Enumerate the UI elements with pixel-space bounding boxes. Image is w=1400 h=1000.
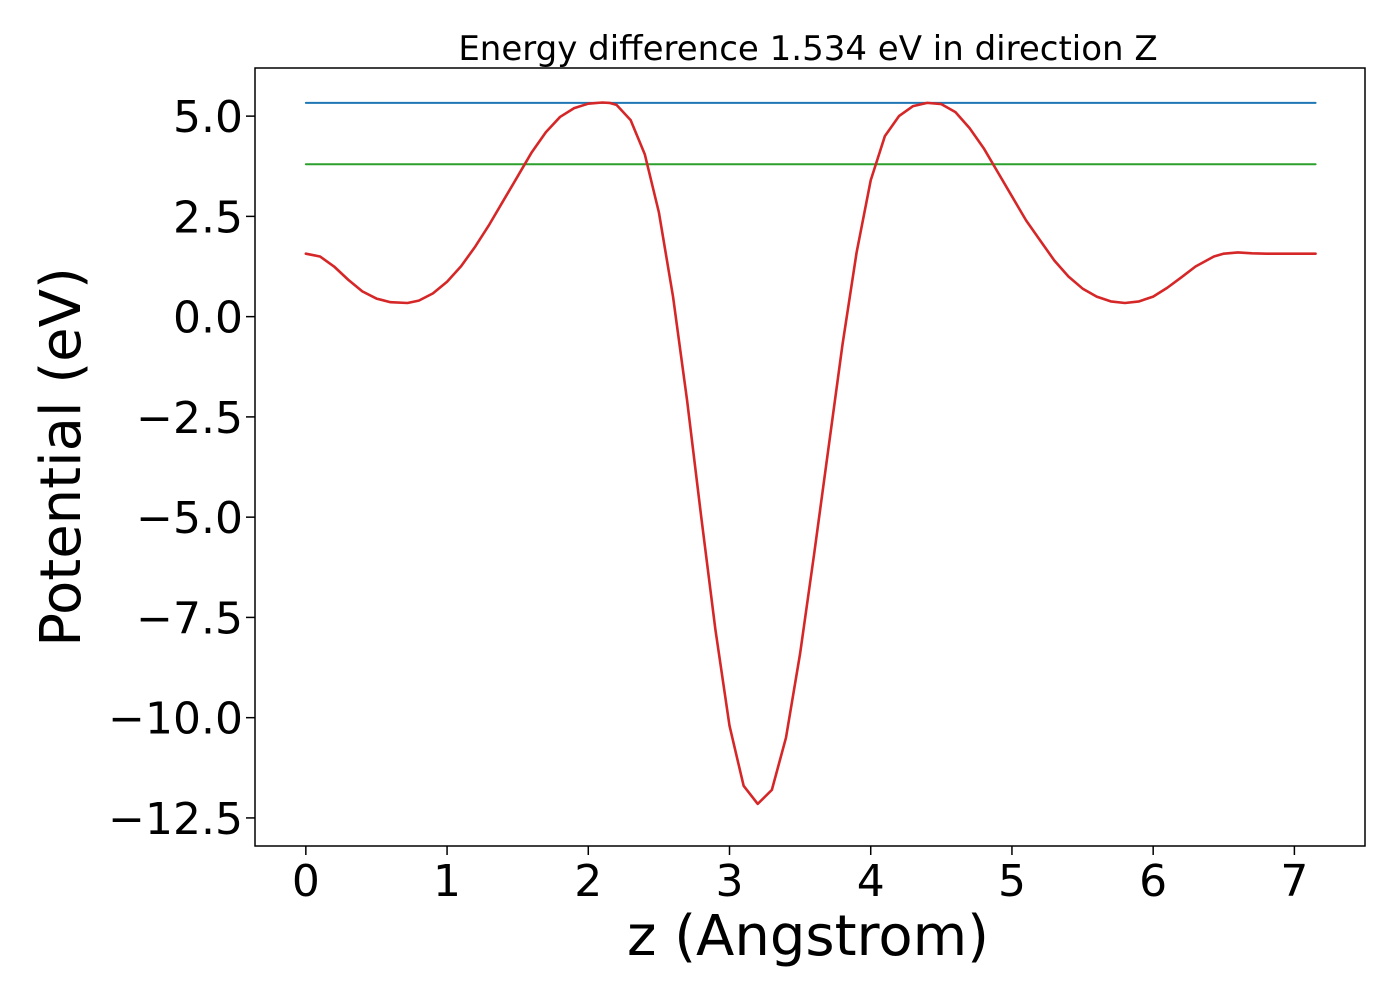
y-tick-label: −5.0 [136, 493, 243, 544]
x-tick-label: 1 [433, 856, 461, 907]
series-layer [304, 101, 1317, 806]
y-axis-label: Potential (eV) [29, 267, 94, 647]
y-tick-label: −2.5 [136, 393, 243, 444]
y-tick-label: −10.0 [108, 694, 243, 745]
x-tick-label: 4 [857, 856, 885, 907]
x-tick-label: 6 [1139, 856, 1167, 907]
y-axis-ticks: 5.0 2.5 0.0 −2.5 −5.0 −7.5 −10.0 −12.5 [108, 92, 255, 845]
chart-title: Energy difference 1.534 eV in direction … [458, 29, 1157, 69]
plot-frame [254, 67, 1366, 847]
x-tick-label: 0 [292, 856, 320, 907]
x-tick-label: 7 [1280, 856, 1308, 907]
x-axis-label: z (Angstrom) [627, 904, 989, 969]
potential-curve [304, 101, 1317, 806]
x-tick-label: 3 [716, 856, 744, 907]
y-tick-label: −7.5 [136, 593, 243, 644]
y-tick-label: 2.5 [173, 192, 243, 243]
y-tick-label: 0.0 [173, 293, 243, 344]
x-tick-label: 5 [998, 856, 1026, 907]
x-tick-label: 2 [574, 856, 602, 907]
x-axis-ticks: 0 1 2 3 4 5 6 7 [292, 846, 1308, 907]
y-tick-label: 5.0 [173, 92, 243, 143]
y-tick-label: −12.5 [108, 794, 243, 845]
